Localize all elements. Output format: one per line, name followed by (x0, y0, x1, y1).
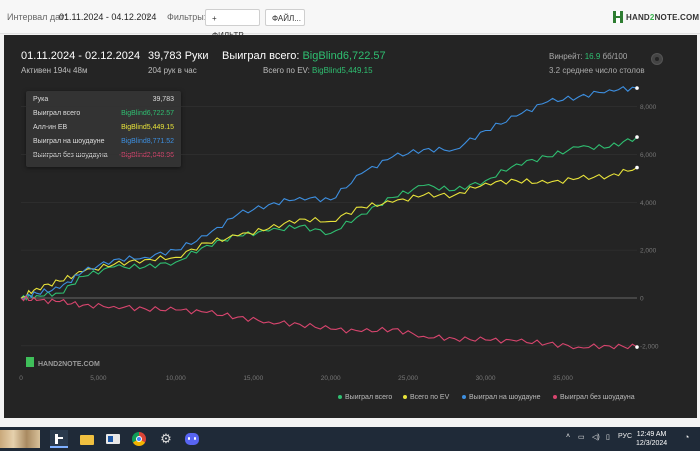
hand2note-logo-icon (613, 11, 623, 23)
file-explorer-icon[interactable] (78, 430, 96, 448)
x-tick-label: 10,000 (166, 375, 186, 382)
x-tick-label: 35,000 (553, 375, 573, 382)
summary-active-time: Активен 194ч 48м (21, 66, 88, 75)
filter-button[interactable]: + ФИЛЬТР... (205, 9, 260, 40)
x-tick-label: 30,000 (476, 375, 496, 382)
date-range-picker[interactable]: 01.11.2024 - 04.12.2024 (59, 12, 157, 22)
x-tick-label: 15,000 (243, 375, 263, 382)
hand2note-watermark: HAND2NOTE.COM (38, 361, 100, 368)
series-line (20, 295, 638, 350)
legend-dot-icon (403, 395, 407, 400)
tooltip-row: Алл-ин ЕВ BigBlind5,449.15 (33, 124, 174, 131)
watermark-text: HAND2NOTE.COM (38, 361, 100, 368)
media-app-icon[interactable] (104, 430, 122, 448)
series-line (20, 136, 638, 301)
system-clock[interactable]: 12:49 AM 12/3/2024 (636, 431, 668, 447)
battery-icon[interactable]: ▯ (606, 434, 610, 441)
y-tick-label: 8,000 (640, 104, 657, 111)
watermark-logo-icon (26, 357, 34, 367)
y-tick-label: 2,000 (640, 248, 657, 255)
gear-icon[interactable] (651, 53, 663, 65)
tooltip-row: Выиграл на шоудауне BigBlind8,771.52 (33, 138, 174, 145)
speaker-icon[interactable]: ◁) (592, 434, 600, 441)
legend-item-showdown[interactable]: Выиграл на шоудауне (462, 394, 541, 401)
x-tick-label: 20,000 (321, 375, 341, 382)
x-tick-label: 0 (19, 375, 23, 382)
y-tick-label: 4,000 (640, 200, 657, 207)
keyboard-language[interactable]: РУС (618, 433, 633, 440)
network-icon[interactable]: ▭ (578, 434, 585, 441)
profit-line-chart[interactable]: -2,000 0 2,000 4,000 6,000 8,000 0 5,000 10,000 1… (4, 35, 697, 418)
graph-panel: 01.11.2024 - 02.12.2024 Активен 194ч 48м… (4, 35, 697, 418)
tooltip-row: Выиграл всего BigBlind6,722.57 (33, 110, 174, 117)
legend-dot-icon (462, 395, 466, 400)
wallpaper-thumbnail-icon[interactable] (0, 430, 40, 448)
y-tick-label: 6,000 (640, 152, 657, 159)
tooltip-row: Выиграл без шоудауна -BigBlind2,048.96 (33, 152, 174, 159)
chrome-icon[interactable] (130, 430, 148, 448)
tooltip-row: Рука 39,783 (33, 96, 174, 103)
summary-hands: 39,783 Руки (148, 50, 209, 62)
settings-gear-icon[interactable]: ⚙ (160, 431, 172, 446)
chevron-down-icon[interactable]: ▾ (146, 11, 151, 20)
interval-label: Интервал дат: (7, 12, 67, 22)
notification-bell-icon[interactable]: ◔ (684, 432, 690, 442)
legend-item-total-ev[interactable]: Всего по EV (403, 394, 449, 401)
hand2note-app-icon[interactable] (50, 430, 68, 448)
summary-hands-per-hour: 204 рук в час (148, 66, 197, 75)
legend-dot-icon (338, 395, 342, 400)
series-end-point (635, 165, 639, 170)
summary-date-range: 01.11.2024 - 02.12.2024 (21, 50, 141, 62)
top-toolbar: Интервал дат: 01.11.2024 - 04.12.2024 ▾ … (0, 0, 700, 40)
plus-icon: + (212, 14, 217, 23)
summary-total-won: Выиграл всего: BigBlind6,722.57 (222, 50, 386, 62)
chevron-up-icon[interactable]: ˄ (566, 433, 571, 440)
series-line (20, 86, 638, 301)
series-end-point (635, 86, 639, 90)
legend-dot-icon (553, 395, 557, 400)
hand2note-logo: HAND2NOTE.COM (613, 10, 699, 24)
series-end-point (635, 135, 639, 139)
summary-winrate: Винрейт: 16.9 бб/100 (549, 52, 628, 61)
file-button-label: ФАЙЛ... (272, 14, 301, 23)
filters-label: Фильтры: (167, 12, 207, 22)
series-line (20, 167, 638, 299)
x-tick-label: 25,000 (398, 375, 418, 382)
y-tick-label: 0 (640, 295, 644, 302)
legend-item-non-showdown[interactable]: Выиграл без шоудауна (553, 394, 635, 401)
summary-avg-tables: 3.2 среднее число столов (549, 66, 645, 75)
legend-item-total-won[interactable]: Выиграл всего (338, 394, 392, 401)
y-tick-label: -2,000 (640, 343, 659, 350)
discord-icon[interactable] (183, 430, 201, 448)
series-end-point (635, 345, 639, 349)
windows-taskbar: ⚙ ˄ ▭ ◁) ▯ РУС 12:49 AM 12/3/2024 ◔ (0, 427, 700, 451)
summary-total-ev: Всего по EV: BigBlind5,449.15 (263, 66, 373, 75)
x-tick-label: 5,000 (90, 375, 107, 382)
file-button[interactable]: ФАЙЛ... (265, 9, 305, 26)
